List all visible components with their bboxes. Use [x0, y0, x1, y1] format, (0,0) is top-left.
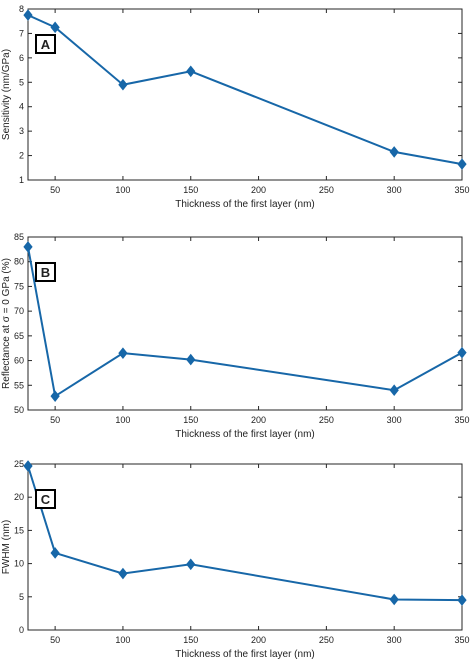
data-point — [50, 390, 60, 402]
plot-area-frame — [27, 236, 463, 411]
x-tick-label: 250 — [319, 635, 334, 645]
data-point — [50, 21, 60, 34]
x-tick-label: 50 — [50, 635, 60, 645]
x-tick-label: 100 — [115, 635, 130, 645]
data-point — [23, 241, 33, 253]
data-point — [23, 460, 33, 472]
x-tick-label: 250 — [319, 185, 334, 195]
x-tick-label: 350 — [454, 635, 469, 645]
data-point — [118, 567, 128, 580]
x-tick-label: 150 — [183, 185, 198, 195]
data-point — [50, 547, 60, 559]
panel-label-box — [35, 34, 56, 54]
chart-panel-b: 50 100 150 200 250 300 350 50 55 60 65 70 75 80 85 Thic… — [1, 232, 470, 440]
panel-label-box — [35, 489, 56, 509]
panel-label: B — [41, 265, 50, 280]
y-tick-label: 80 — [14, 257, 24, 267]
panel-label: C — [41, 492, 51, 507]
y-tick-label: 4 — [19, 102, 24, 112]
plot-area-frame — [27, 463, 463, 631]
chart-panel-a: 50 100 150 200 250 300 350 1 2 3 4 5 6 7 8 Thickness of… — [1, 4, 470, 210]
y-axis-label: Reflectance at σ = 0 GPa (%) — [1, 258, 12, 389]
chart-panel-c: 50 100 150 200 250 300 350 0 5 10 15 20 25 Thickness … — [1, 459, 470, 660]
x-tick-label: 150 — [183, 635, 198, 645]
data-point — [186, 353, 196, 366]
x-axis-label: Thickness of the first layer (nm) — [175, 429, 314, 440]
x-axis-label: Thickness of the first layer (nm) — [175, 199, 314, 210]
y-tick-label: 8 — [19, 4, 24, 14]
x-tick-label: 300 — [387, 185, 402, 195]
y-tick-label: 5 — [19, 77, 24, 87]
data-point — [389, 593, 399, 606]
y-axis-label: FWHM (nm) — [1, 520, 12, 574]
x-tick-label: 100 — [115, 415, 130, 425]
y-tick-label: 0 — [19, 625, 24, 635]
y-tick-label: 7 — [19, 28, 24, 38]
y-tick-label: 15 — [14, 525, 24, 535]
y-tick-label: 85 — [14, 232, 24, 242]
data-point — [457, 594, 467, 606]
y-tick-label: 1 — [19, 175, 24, 185]
x-tick-label: 350 — [454, 185, 469, 195]
y-tick-label: 50 — [14, 405, 24, 415]
series-line — [27, 246, 463, 398]
data-point — [457, 346, 467, 359]
x-tick-label: 150 — [183, 415, 198, 425]
y-tick-label: 60 — [14, 356, 24, 366]
panel-label-box — [35, 262, 56, 282]
y-tick-label: 75 — [14, 281, 24, 291]
y-tick-label: 6 — [19, 53, 24, 63]
y-axis-label: Sensitivity (nm/GPa) — [1, 49, 12, 140]
x-tick-label: 50 — [50, 185, 60, 195]
x-axis-label: Thickness of the first layer (nm) — [175, 649, 314, 659]
y-tick-label: 55 — [14, 380, 24, 390]
data-point — [186, 65, 196, 78]
y-tick-label: 70 — [14, 306, 24, 316]
x-tick-label: 300 — [387, 635, 402, 645]
y-tick-label: 65 — [14, 331, 24, 341]
x-tick-label: 250 — [319, 415, 334, 425]
x-tick-label: 200 — [251, 415, 266, 425]
data-point — [186, 558, 196, 571]
series-line — [27, 14, 463, 166]
data-point — [23, 9, 33, 21]
y-tick-label: 10 — [14, 559, 24, 569]
y-tick-label: 25 — [14, 459, 24, 469]
x-tick-label: 50 — [50, 415, 60, 425]
y-tick-label: 5 — [19, 592, 24, 602]
y-tick-label: 20 — [14, 492, 24, 502]
x-tick-label: 350 — [454, 415, 469, 425]
y-tick-label: 2 — [19, 151, 24, 161]
y-tick-label: 3 — [19, 126, 24, 136]
data-point — [118, 78, 128, 91]
x-tick-label: 100 — [115, 185, 130, 195]
x-tick-label: 200 — [251, 185, 266, 195]
data-point — [118, 347, 128, 359]
series-line — [27, 465, 463, 602]
plot-area-frame — [27, 8, 463, 181]
x-tick-label: 300 — [387, 415, 402, 425]
panel-label: A — [41, 37, 51, 52]
x-tick-label: 200 — [251, 635, 266, 645]
data-point — [389, 146, 399, 158]
data-point — [389, 384, 399, 397]
data-point — [457, 158, 467, 170]
